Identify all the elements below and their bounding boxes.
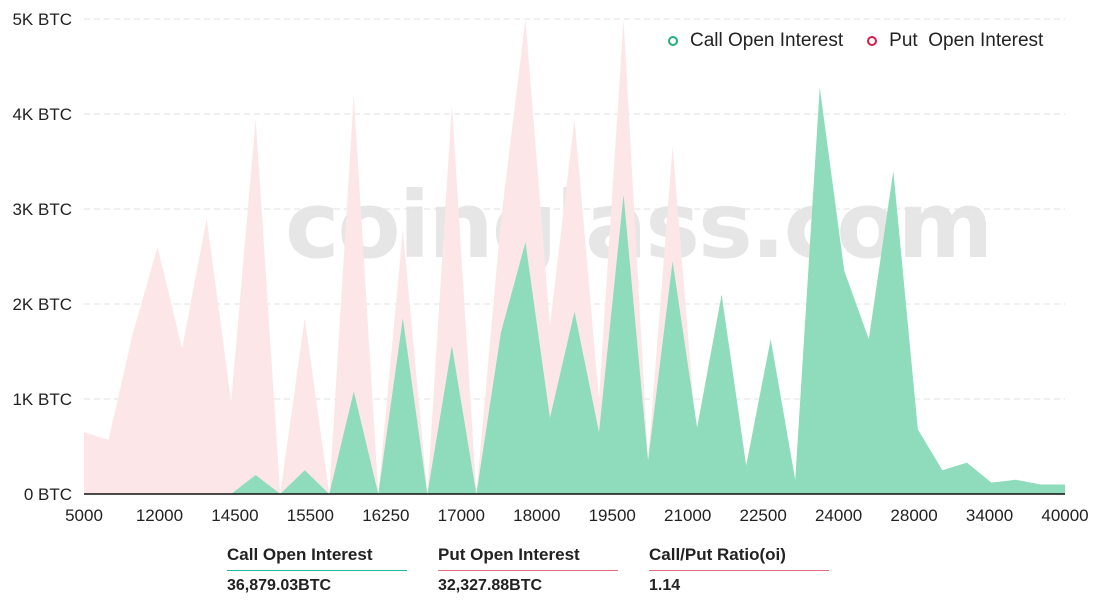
stat-put-value: 32,327.88BTC (438, 577, 543, 594)
stat-call-value: 36,879.03BTC (227, 577, 332, 594)
legend-put-marker-icon (867, 36, 878, 46)
x-tick-label: 16250 (362, 506, 409, 525)
open-interest-chart: coinglass.com 0 BTC 1K BTC 2K BTC 3K BTC 4K … (12, 10, 1088, 525)
x-tick-label: 15500 (287, 506, 334, 525)
x-tick-label: 24000 (815, 506, 862, 525)
stat-ratio-value: 1.14 (649, 577, 681, 594)
legend-call-label: Call Open Interest (690, 30, 844, 51)
stat-put-label: Put Open Interest (438, 545, 580, 564)
stat-call-underline (227, 570, 407, 571)
legend-item-put[interactable]: Put Open Interest (867, 30, 1043, 52)
legend-item-call[interactable]: Call Open Interest (668, 30, 843, 52)
x-tick-label: 14500 (211, 506, 258, 525)
stat-ratio-label: Call/Put Ratio(oi) (649, 545, 786, 564)
legend-call-marker-icon (668, 36, 678, 46)
chart-legend: Call Open Interest Put Open Interest (668, 30, 1043, 52)
chart-canvas: 0 BTC 1K BTC 2K BTC 3K BTC 4K BTC 5K BTC 5000 1… (12, 10, 1088, 525)
stat-call-put-ratio: Call/Put Ratio(oi) 1.14 (649, 545, 829, 595)
stat-call-open-interest: Call Open Interest 36,879.03BTC (227, 545, 407, 595)
x-tick-label: 17000 (438, 506, 485, 525)
x-tick-label: 34000 (966, 506, 1013, 525)
stat-put-underline (438, 570, 618, 571)
y-tick-label: 2K BTC (12, 295, 72, 314)
put-open-interest-area (84, 19, 1065, 494)
x-tick-label: 40000 (1041, 506, 1088, 525)
x-tick-label: 18000 (513, 506, 560, 525)
x-tick-label: 5000 (65, 506, 103, 525)
legend-put-label: Put Open Interest (889, 30, 1044, 51)
x-tick-label: 12000 (136, 506, 183, 525)
x-tick-label: 22500 (740, 506, 787, 525)
summary-stats: Call Open Interest 36,879.03BTC Put Open… (227, 545, 829, 595)
y-tick-label: 3K BTC (12, 200, 72, 219)
stat-ratio-underline (649, 570, 829, 571)
call-open-interest-area (84, 87, 1065, 495)
y-tick-label: 0 BTC (24, 485, 72, 504)
x-tick-label: 21000 (664, 506, 711, 525)
stat-put-open-interest: Put Open Interest 32,327.88BTC (438, 545, 618, 595)
x-tick-label: 28000 (890, 506, 937, 525)
y-tick-label: 4K BTC (12, 105, 72, 124)
y-tick-label: 1K BTC (12, 390, 72, 409)
y-tick-label: 5K BTC (12, 10, 72, 29)
x-tick-label: 19500 (589, 506, 636, 525)
stat-call-label: Call Open Interest (227, 545, 373, 564)
